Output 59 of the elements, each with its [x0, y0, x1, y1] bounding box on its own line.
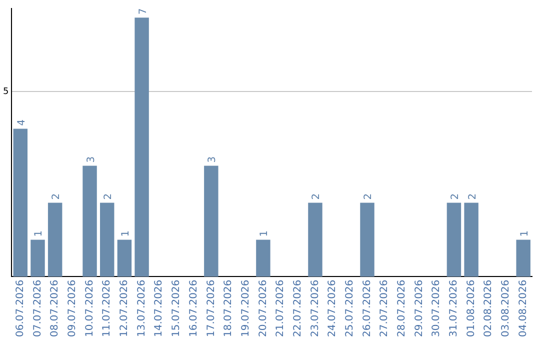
x-tick-label: 31.07.2026	[448, 280, 460, 338]
x-tick-label: 20.07.2026	[258, 280, 269, 338]
data-label: 2	[363, 193, 374, 200]
x-tick-label: 25.07.2026	[344, 280, 356, 338]
bar	[360, 202, 374, 277]
x-tick-label: 16.07.2026	[188, 280, 200, 338]
x-tick-label: 11.07.2026	[102, 280, 113, 338]
bar	[134, 18, 149, 277]
x-tick-label: 24.07.2026	[327, 280, 338, 338]
x-tick-label: 08.07.2026	[50, 280, 61, 338]
data-label: 1	[519, 230, 530, 237]
x-tick-label: 01.08.2026	[466, 280, 477, 338]
data-label: 1	[120, 230, 132, 237]
bar	[446, 202, 462, 277]
data-label: 2	[51, 193, 62, 200]
bar	[30, 240, 45, 277]
x-tick-label: 13.07.2026	[136, 280, 148, 338]
data-label: 3	[207, 156, 218, 163]
x-tick-label: 09.07.2026	[67, 280, 78, 338]
x-tick-label: 26.07.2026	[362, 280, 373, 338]
x-tick-label: 15.07.2026	[171, 280, 182, 338]
data-label: 2	[103, 193, 114, 200]
bar	[308, 202, 322, 277]
bar	[204, 166, 218, 277]
x-tick-label: 02.08.2026	[483, 280, 494, 338]
data-label: 2	[311, 193, 322, 200]
bar	[13, 128, 28, 277]
bar	[82, 166, 97, 277]
x-tick-label: 23.07.2026	[310, 280, 321, 338]
x-tick-label: 12.07.2026	[119, 280, 130, 338]
bar	[48, 202, 62, 277]
x-tick-label: 19.07.2026	[240, 280, 252, 338]
data-label: 4	[16, 119, 28, 126]
x-tick-label: 21.07.2026	[275, 280, 286, 338]
x-tick-label: 27.07.2026	[379, 280, 390, 338]
x-tick-label: 07.07.2026	[32, 280, 44, 338]
bar	[117, 240, 132, 277]
x-tick-label: 30.07.2026	[431, 280, 442, 338]
x-tick-label: 04.08.2026	[518, 280, 529, 338]
y-tick-label: 5	[2, 87, 9, 98]
x-tick-label: 10.07.2026	[84, 280, 96, 338]
x-tick-label: 17.07.2026	[206, 280, 217, 338]
x-tick-label: 28.07.2026	[396, 280, 408, 338]
x-tick-label: 22.07.2026	[292, 280, 304, 338]
data-label: 2	[467, 193, 478, 200]
data-label: 1	[34, 230, 45, 237]
x-tick-label: 18.07.2026	[223, 280, 234, 338]
x-tick-label: 06.07.2026	[14, 280, 26, 338]
x-tick-label: 14.07.2026	[154, 280, 165, 338]
x-tick-label: 29.07.2026	[414, 280, 425, 338]
data-label: 2	[450, 193, 461, 200]
data-label: 7	[138, 8, 149, 15]
x-tick-label: 03.08.2026	[500, 280, 512, 338]
bar	[464, 202, 478, 277]
bar	[516, 240, 530, 277]
data-label: 1	[259, 230, 270, 237]
bar	[256, 240, 270, 277]
bar	[100, 202, 114, 277]
data-label: 3	[86, 156, 97, 163]
